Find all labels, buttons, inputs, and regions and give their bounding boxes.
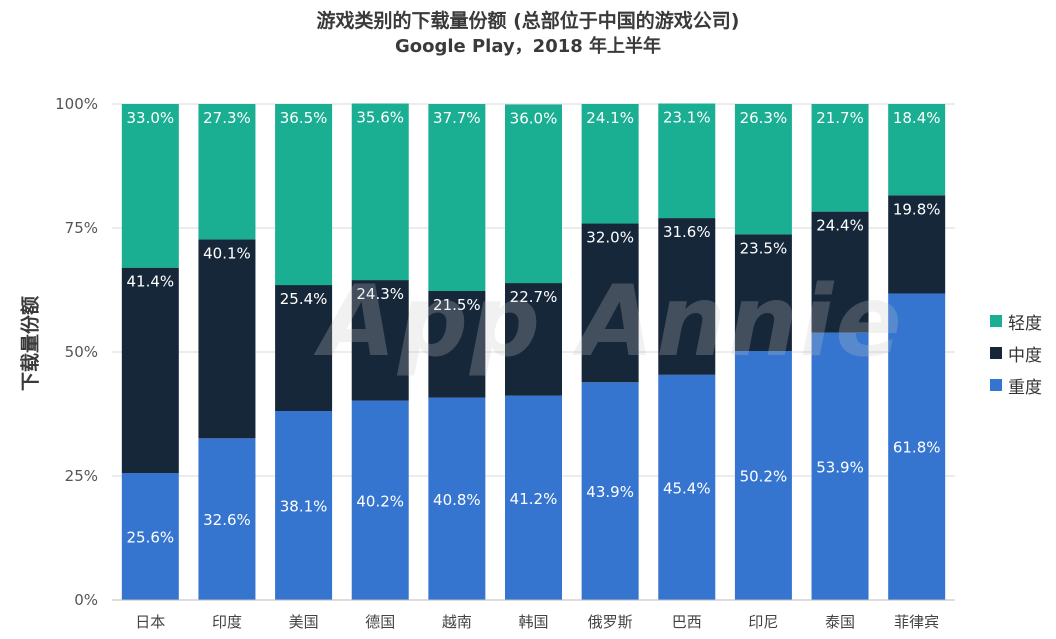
y-tick-label: 25% <box>65 467 98 485</box>
x-tick-label: 印度 <box>212 613 242 631</box>
bar-segment <box>658 103 716 219</box>
x-tick-label: 泰国 <box>825 613 855 631</box>
legend-label: 重度 <box>1008 377 1042 398</box>
data-label: 37.7% <box>433 109 481 127</box>
legend-item: 中度 <box>990 337 1042 369</box>
chart-title-block: 游戏类别的下载量份额 (总部位于中国的游戏公司) Google Play，201… <box>0 8 1056 60</box>
bar-segment <box>121 104 179 268</box>
data-label: 40.2% <box>356 492 404 510</box>
bar-segment <box>505 395 562 600</box>
bar-segment <box>275 411 333 600</box>
chart-subtitle: Google Play，2018 年上半年 <box>394 36 662 57</box>
data-label: 45.4% <box>663 479 711 497</box>
bar-segment <box>734 234 792 352</box>
data-label: 53.9% <box>816 458 864 476</box>
bar-segment <box>351 280 409 401</box>
bar-segment <box>275 104 333 286</box>
y-tick-label: 50% <box>65 343 98 361</box>
x-tick-label: 越南 <box>442 613 472 631</box>
bar-segment <box>505 104 562 284</box>
data-label: 31.6% <box>663 223 711 241</box>
legend-item: 重度 <box>990 369 1042 401</box>
legend-swatch <box>990 379 1002 391</box>
bar-segment <box>121 473 179 600</box>
data-label: 23.1% <box>663 109 711 127</box>
y-tick-label: 0% <box>74 591 98 609</box>
x-tick-label: 日本 <box>135 613 165 631</box>
legend-item: 轻度 <box>990 305 1042 337</box>
x-tick-label: 俄罗斯 <box>588 613 633 631</box>
data-label: 24.3% <box>356 285 404 303</box>
bar-segment <box>811 104 869 212</box>
bar-segment <box>888 195 946 294</box>
bar-segment <box>734 351 792 600</box>
x-tick-label: 德国 <box>365 613 395 631</box>
data-label: 40.1% <box>203 244 251 262</box>
bar-segment <box>734 104 792 235</box>
data-label: 18.4% <box>893 109 941 127</box>
data-label: 38.1% <box>280 498 328 516</box>
x-tick-label: 美国 <box>289 613 319 631</box>
data-label: 24.4% <box>816 217 864 235</box>
data-label: 50.2% <box>740 468 788 486</box>
data-label: 21.5% <box>433 296 481 314</box>
bar-segment <box>351 400 409 600</box>
bar-segment <box>428 290 486 398</box>
bar-segment <box>658 218 716 375</box>
legend-swatch <box>990 347 1002 359</box>
bar-segment <box>811 332 869 600</box>
data-label: 41.4% <box>126 273 174 291</box>
bar-segment <box>275 285 333 412</box>
data-label: 26.3% <box>740 109 788 127</box>
legend-swatch <box>990 315 1002 327</box>
bar-segment <box>505 283 562 396</box>
x-tick-label: 印尼 <box>748 613 778 631</box>
chart-title: 游戏类别的下载量份额 (总部位于中国的游戏公司) <box>316 10 740 32</box>
bar-segment <box>811 211 869 333</box>
bar-segment <box>581 382 639 600</box>
y-tick-label: 100% <box>55 95 98 113</box>
bar-segment <box>581 223 639 383</box>
y-tick-label: 75% <box>65 219 98 237</box>
data-label: 23.5% <box>740 239 788 257</box>
data-label: 25.6% <box>126 529 174 547</box>
legend-label: 轻度 <box>1008 313 1042 334</box>
bar-segment <box>121 267 179 474</box>
data-label: 43.9% <box>586 483 634 501</box>
x-tick-label: 巴西 <box>672 613 702 631</box>
bar-segment <box>198 239 256 439</box>
data-label: 19.8% <box>893 200 941 218</box>
bar-segment <box>658 374 716 600</box>
data-label: 61.8% <box>893 439 941 457</box>
data-label: 27.3% <box>203 109 251 127</box>
data-label: 32.6% <box>203 511 251 529</box>
bar-segment <box>888 104 946 196</box>
bar-segment <box>198 438 256 600</box>
data-label: 32.0% <box>586 229 634 247</box>
data-label: 25.4% <box>280 290 328 308</box>
data-label: 36.0% <box>510 109 558 127</box>
data-label: 41.2% <box>510 490 558 508</box>
data-label: 22.7% <box>510 288 558 306</box>
x-tick-label: 韩国 <box>518 613 548 631</box>
bar-segment <box>351 103 409 281</box>
bar-segment <box>198 104 256 240</box>
data-label: 35.6% <box>356 109 404 127</box>
bar-segment <box>581 104 639 224</box>
data-label: 33.0% <box>126 109 174 127</box>
bar-segment <box>888 293 946 600</box>
data-label: 40.8% <box>433 491 481 509</box>
bar-segment <box>428 397 486 600</box>
x-tick-label: 菲律宾 <box>894 613 939 631</box>
legend: 轻度 中度 重度 <box>990 305 1042 401</box>
data-label: 36.5% <box>280 109 328 127</box>
bar-segment <box>428 104 486 291</box>
legend-label: 中度 <box>1008 345 1042 366</box>
data-label: 21.7% <box>816 109 864 127</box>
data-label: 24.1% <box>586 109 634 127</box>
